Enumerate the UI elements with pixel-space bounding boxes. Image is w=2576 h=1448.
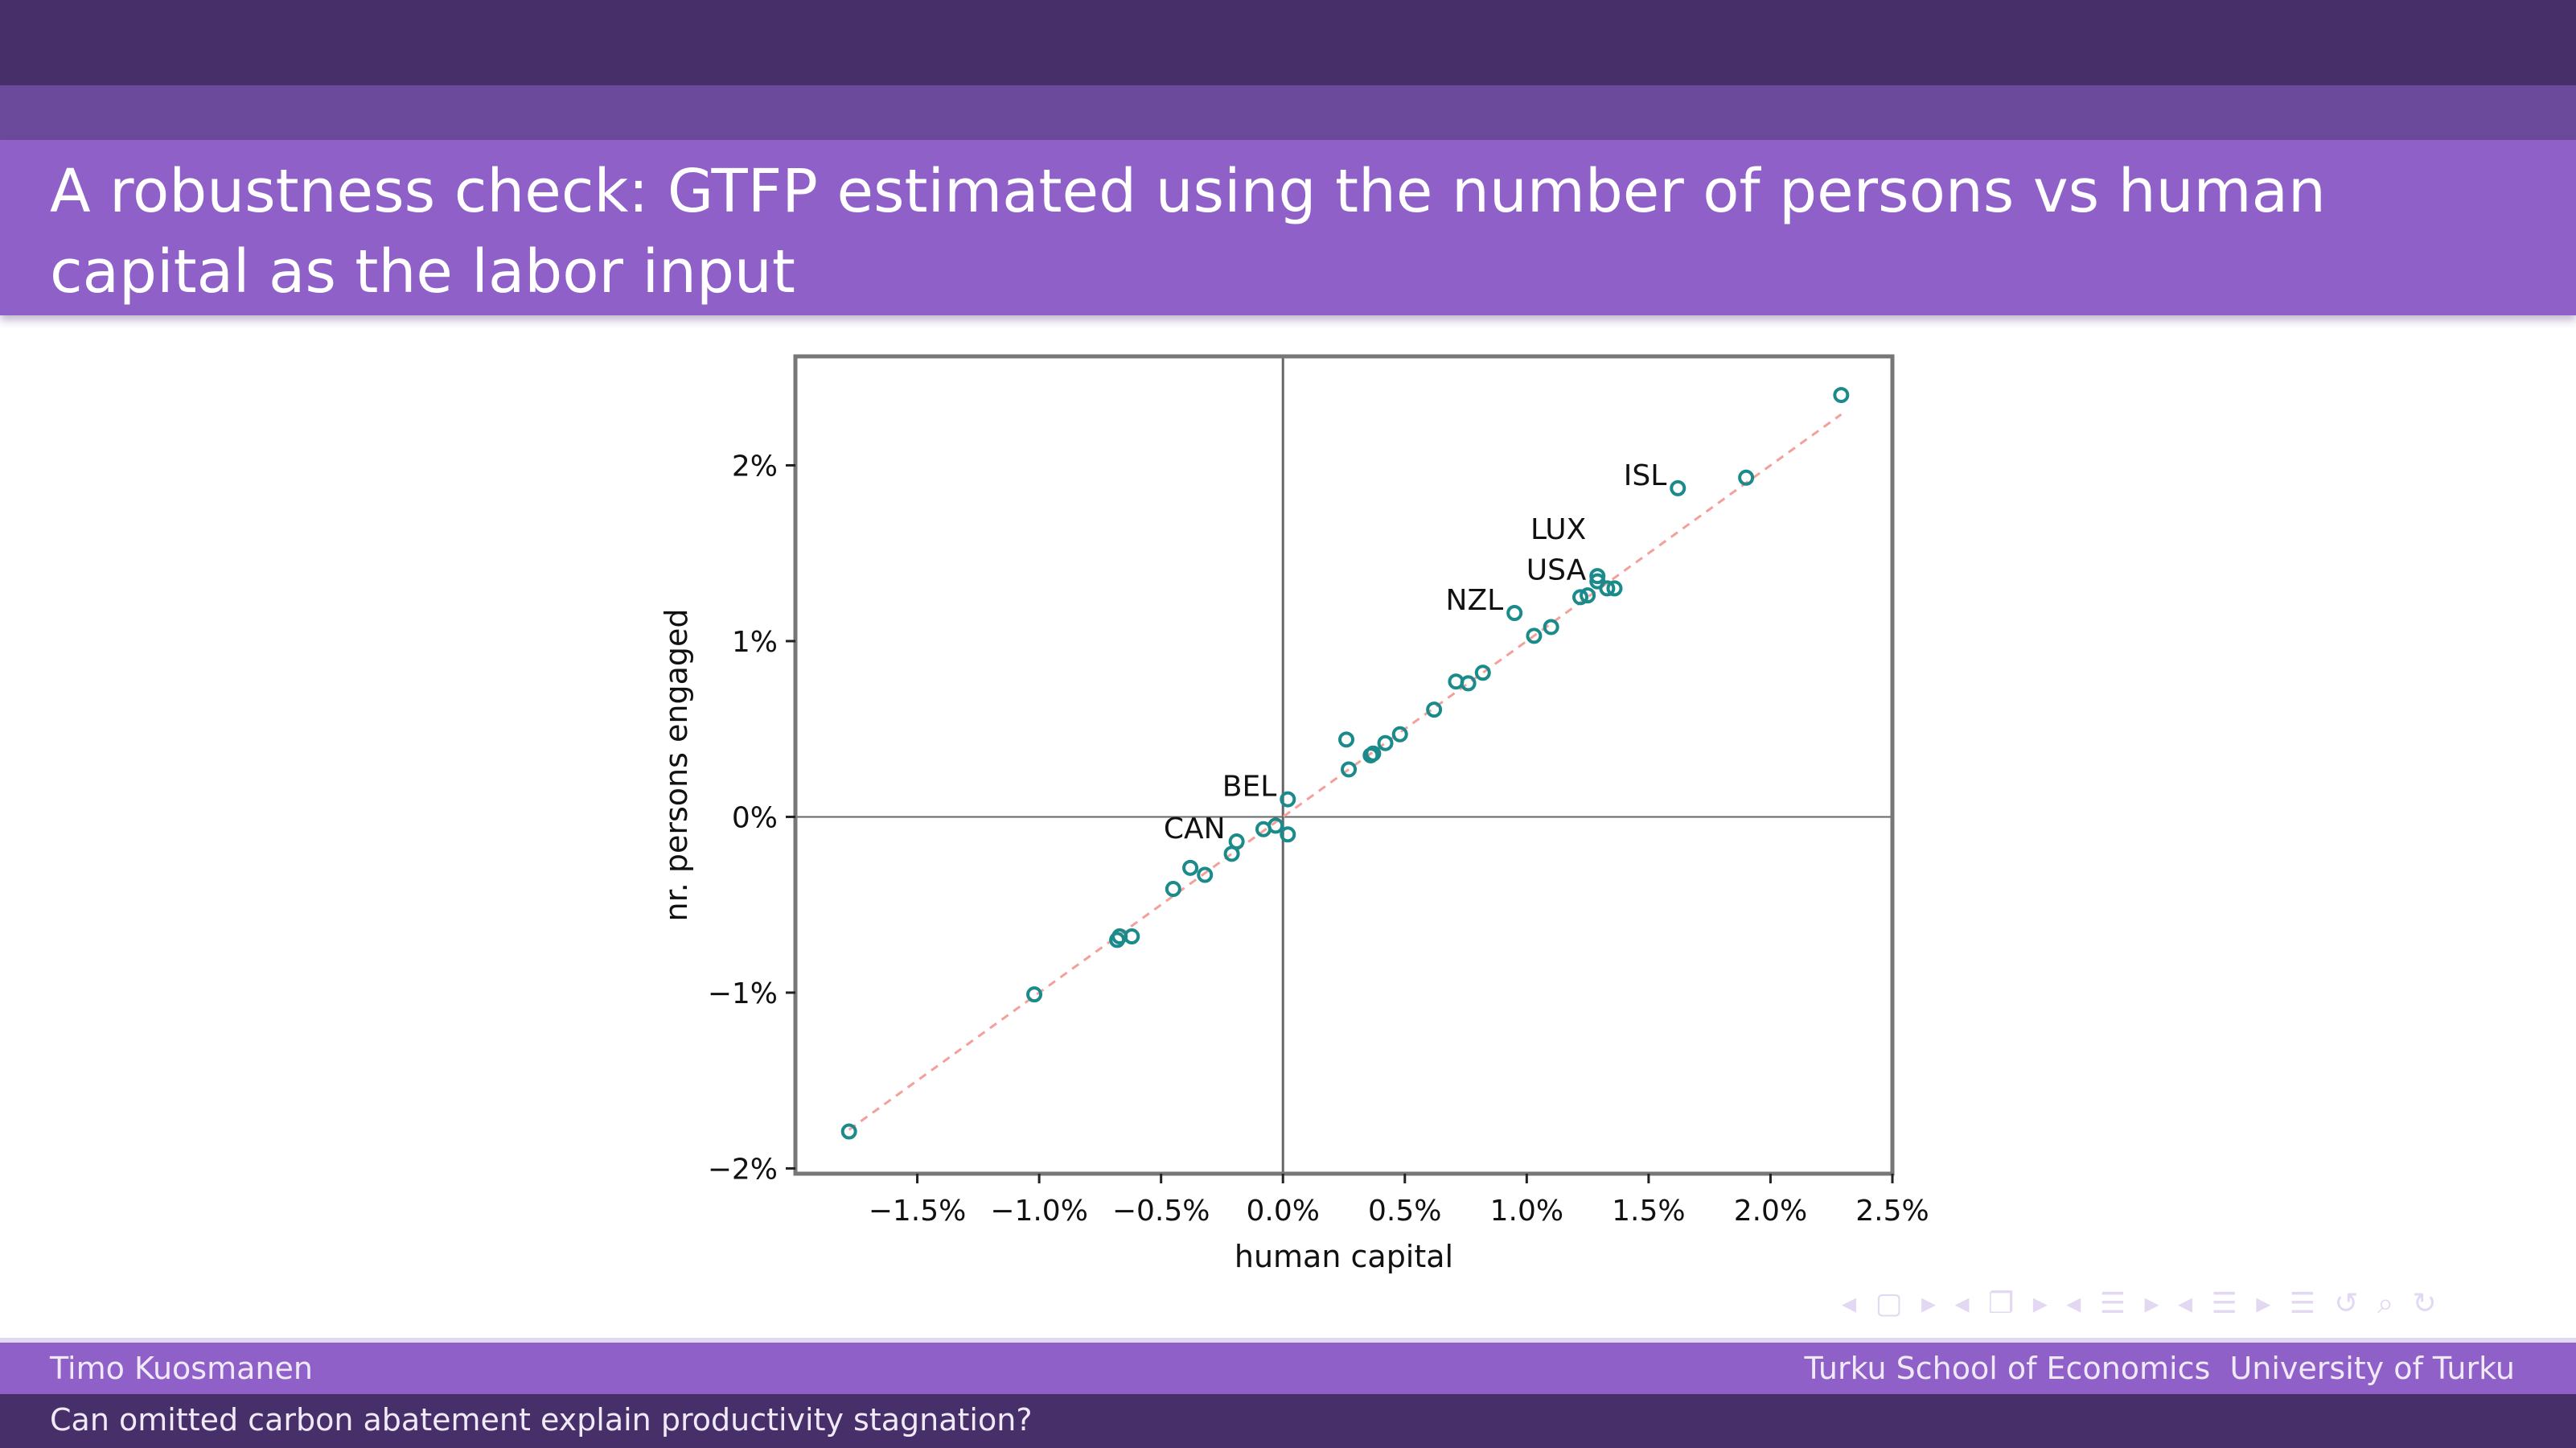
data-point: [1377, 734, 1394, 751]
data-point: [1580, 587, 1596, 604]
y-tick-label: −2%: [708, 1153, 778, 1186]
footer-bar: Timo Kuosmanen Turku School of Economics…: [0, 1338, 2576, 1394]
data-point: [1572, 589, 1589, 606]
y-tick-label: 2%: [732, 450, 778, 483]
x-tick-label: 1.0%: [1490, 1195, 1563, 1228]
data-point: [1738, 469, 1755, 486]
plot-frame: [793, 354, 1895, 1176]
slide-title: A robustness check: GTFP estimated using…: [50, 157, 2326, 306]
footer-talk-title: Can omitted carbon abatement explain pro…: [50, 1402, 1033, 1438]
x-tick-label: 1.5%: [1612, 1195, 1685, 1228]
header-sub-band: [0, 85, 2576, 140]
data-point: [1543, 619, 1559, 636]
data-point: [1833, 387, 1850, 404]
data-point: [1526, 627, 1543, 644]
point-label-can: CAN: [1164, 812, 1226, 845]
footer-title-bar: Can omitted carbon abatement explain pro…: [0, 1394, 2576, 1448]
scatter-chart: −1.5% −1.0% −0.5% 0.0% 0.5% 1.0% 1.5% 2.0% 2.5% −…: [659, 354, 1929, 1274]
data-point: [1365, 745, 1382, 762]
x-tick-label: −1.0%: [990, 1195, 1088, 1228]
x-tick-label: −0.5%: [1112, 1195, 1210, 1228]
x-tick-label: −1.5%: [869, 1195, 967, 1228]
data-point: [1267, 817, 1284, 834]
y-tick-label: 0%: [732, 801, 778, 834]
point-label-bel: BEL: [1222, 771, 1277, 804]
fit-line: [848, 413, 1843, 1131]
header-top-band: [0, 0, 2576, 85]
data-point: [1426, 701, 1443, 718]
x-tick-label: 2.0%: [1734, 1195, 1807, 1228]
title-bar: A robustness check: GTFP estimated using…: [0, 140, 2576, 315]
x-tick-label: 0.0%: [1246, 1195, 1319, 1228]
data-point: [1124, 928, 1140, 945]
data-point: [1474, 664, 1491, 681]
y-tick-label: −1%: [708, 977, 778, 1010]
data-point: [1606, 580, 1623, 597]
point-label-usa: USA: [1526, 554, 1587, 587]
point-label-isl: ISL: [1624, 459, 1667, 492]
data-point: [840, 1123, 857, 1140]
data-point: [1280, 826, 1296, 843]
x-axis-label: human capital: [1235, 1239, 1453, 1274]
point-label-nzl: NZL: [1446, 584, 1504, 617]
beamer-navigation-icons[interactable]: ◂ ▢ ▸ ◂ ❐ ▸ ◂ ☰ ▸ ◂ ☰ ▸ ☰ ↺ ⌕ ↻: [1842, 1287, 2442, 1320]
y-axis-label: nr. persons engaged: [659, 609, 694, 922]
data-point: [1228, 833, 1245, 850]
data-point: [1599, 580, 1616, 597]
data-point: [1506, 605, 1523, 622]
x-tick-label: 0.5%: [1368, 1195, 1441, 1228]
data-point: [1182, 859, 1199, 876]
x-tick-label: 2.5%: [1855, 1195, 1929, 1228]
data-point: [1026, 986, 1043, 1003]
data-point: [1589, 568, 1606, 585]
data-point: [1460, 675, 1477, 692]
data-point: [1391, 726, 1408, 743]
data-point: [1670, 479, 1687, 496]
data-point: [1341, 761, 1358, 778]
footer-author: Timo Kuosmanen: [50, 1351, 313, 1386]
data-point: [1165, 881, 1181, 898]
y-tick-label: 1%: [732, 626, 778, 659]
footer-institution: Turku School of Economics University of …: [1804, 1351, 2515, 1386]
point-label-lux: LUX: [1530, 513, 1586, 546]
data-point: [1280, 791, 1296, 808]
data-point: [1338, 731, 1355, 748]
data-point: [1197, 866, 1214, 883]
